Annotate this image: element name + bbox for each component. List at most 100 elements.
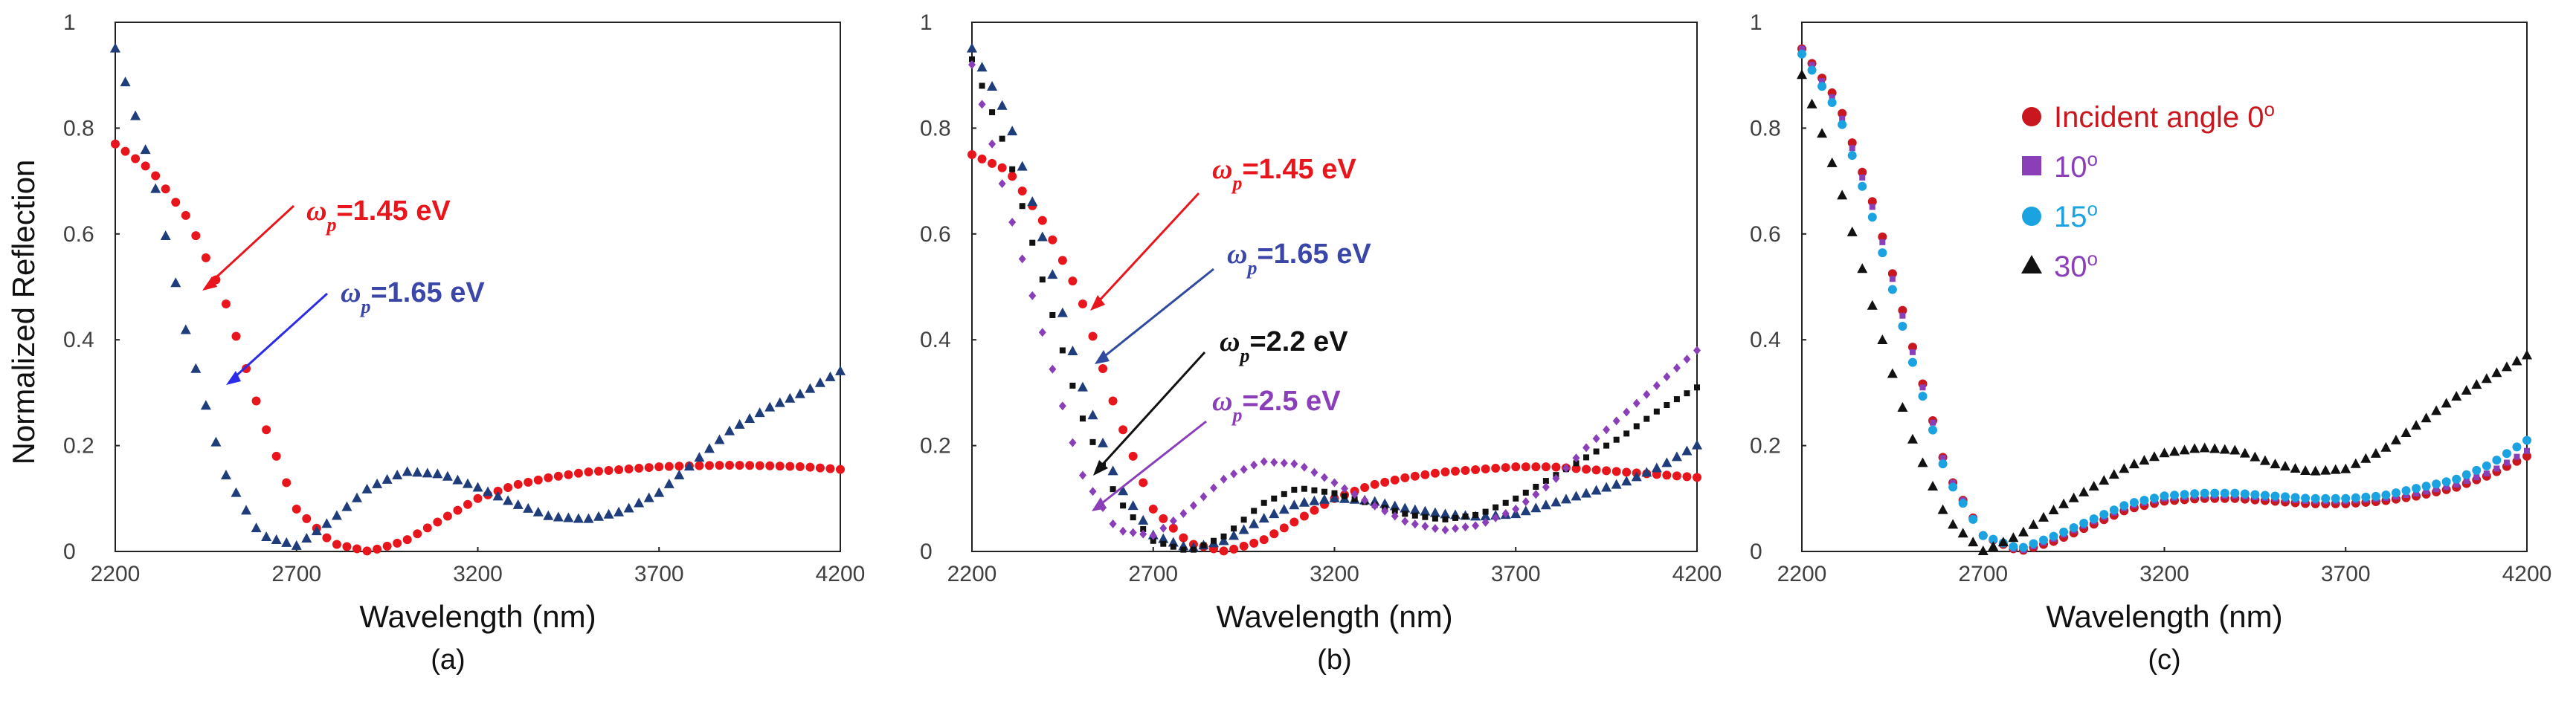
- data-point: [2501, 361, 2512, 372]
- data-point: [1968, 537, 1979, 547]
- data-point: [1057, 256, 1067, 265]
- data-point: [171, 198, 181, 207]
- data-point: [663, 478, 674, 488]
- data-point: [1037, 216, 1047, 225]
- data-point: [1909, 349, 1916, 355]
- data-point: [331, 510, 342, 520]
- data-point: [2078, 486, 2090, 496]
- data-point: [302, 514, 312, 523]
- data-point: [1220, 474, 1228, 484]
- data-point: [553, 511, 564, 522]
- arrowhead-b-2-5: [1092, 497, 1107, 511]
- data-point: [2270, 491, 2280, 501]
- data-point: [2514, 453, 2520, 460]
- data-point: [998, 179, 1006, 189]
- data-point: [573, 513, 584, 523]
- data-point: [412, 467, 423, 477]
- data-point: [988, 158, 997, 168]
- data-point: [1271, 495, 1278, 502]
- data-point: [1320, 473, 1328, 482]
- data-point: [1098, 437, 1109, 447]
- data-point: [1139, 478, 1148, 488]
- data-point: [1018, 254, 1026, 264]
- x-tick-label: 2200: [91, 562, 141, 586]
- data-point: [2250, 490, 2260, 499]
- data-point: [1797, 49, 1806, 59]
- data-point: [1452, 524, 1459, 534]
- data-point: [1560, 493, 1571, 504]
- x-tick-label: 2700: [1128, 562, 1178, 586]
- data-point: [1039, 276, 1046, 283]
- data-point: [1260, 499, 1267, 506]
- data-point: [2059, 527, 2069, 537]
- arrowhead-1-65: [226, 371, 241, 385]
- data-point: [2229, 444, 2241, 455]
- arrowhead-b-1-65: [1095, 350, 1110, 364]
- x-tick-label: 2700: [1958, 562, 2008, 586]
- x-tick-label: 3200: [1310, 562, 1359, 586]
- data-point: [141, 161, 150, 171]
- data-point: [1583, 454, 1590, 461]
- data-point: [987, 81, 998, 91]
- data-point: [703, 443, 715, 453]
- data-point: [2139, 455, 2150, 465]
- data-point: [1420, 470, 1430, 479]
- data-point: [242, 363, 251, 373]
- data-point: [735, 461, 744, 470]
- data-point: [1889, 276, 1896, 282]
- data-point: [1400, 473, 1410, 482]
- data-point: [362, 546, 372, 556]
- data-point: [1431, 524, 1439, 534]
- data-point: [2524, 447, 2530, 454]
- data-point: [836, 464, 845, 474]
- data-point: [1190, 546, 1197, 553]
- data-point: [1160, 540, 1167, 547]
- data-point: [131, 154, 141, 164]
- data-point: [1513, 495, 1519, 502]
- y-tick-label: 0.8: [63, 116, 94, 140]
- panel-label: (a): [431, 644, 465, 676]
- arrowhead-b-2-2: [1093, 460, 1108, 476]
- data-point: [1602, 466, 1611, 476]
- panel-c: 0 0.2 0.4 0.6 0.8 1 2200 2700 3200 3700 4200 Wavele…: [1750, 10, 2551, 676]
- y-tick-label: 0.6: [1750, 222, 1781, 247]
- data-point: [1869, 204, 1875, 210]
- data-point: [2209, 443, 2221, 453]
- data-point: [774, 397, 785, 407]
- data-point: [2280, 461, 2290, 471]
- data-point: [1837, 190, 1848, 200]
- data-point: [1582, 443, 1591, 453]
- data-point: [593, 511, 604, 521]
- data-point: [1930, 419, 1936, 426]
- data-point: [1089, 487, 1097, 496]
- data-point: [1260, 457, 1268, 467]
- data-point: [1170, 543, 1176, 550]
- data-point: [1664, 402, 1670, 409]
- data-point: [1540, 499, 1551, 510]
- data-point: [1807, 65, 1817, 75]
- data-point: [1127, 500, 1139, 511]
- data-point: [1643, 415, 1650, 422]
- data-point: [1684, 390, 1690, 397]
- data-point: [1846, 226, 1858, 236]
- data-point: [322, 533, 332, 543]
- data-point: [1148, 505, 1158, 514]
- data-point: [1919, 384, 1926, 391]
- data-point: [2169, 446, 2180, 456]
- data-point: [1977, 545, 1989, 555]
- data-point: [2048, 505, 2059, 515]
- arrow-b-2-2: [1098, 351, 1206, 470]
- data-point: [2522, 436, 2531, 445]
- data-point: [1838, 109, 1847, 118]
- data-point: [624, 464, 634, 474]
- data-point: [1057, 307, 1068, 317]
- data-point: [979, 82, 985, 89]
- data-point: [1422, 514, 1429, 520]
- data-point: [1298, 496, 1310, 507]
- data-point: [2179, 444, 2190, 455]
- data-point: [1159, 523, 1168, 533]
- data-point: [1879, 239, 1886, 245]
- data-point: [1389, 500, 1400, 511]
- data-point: [1653, 408, 1660, 415]
- data-point: [1318, 493, 1330, 504]
